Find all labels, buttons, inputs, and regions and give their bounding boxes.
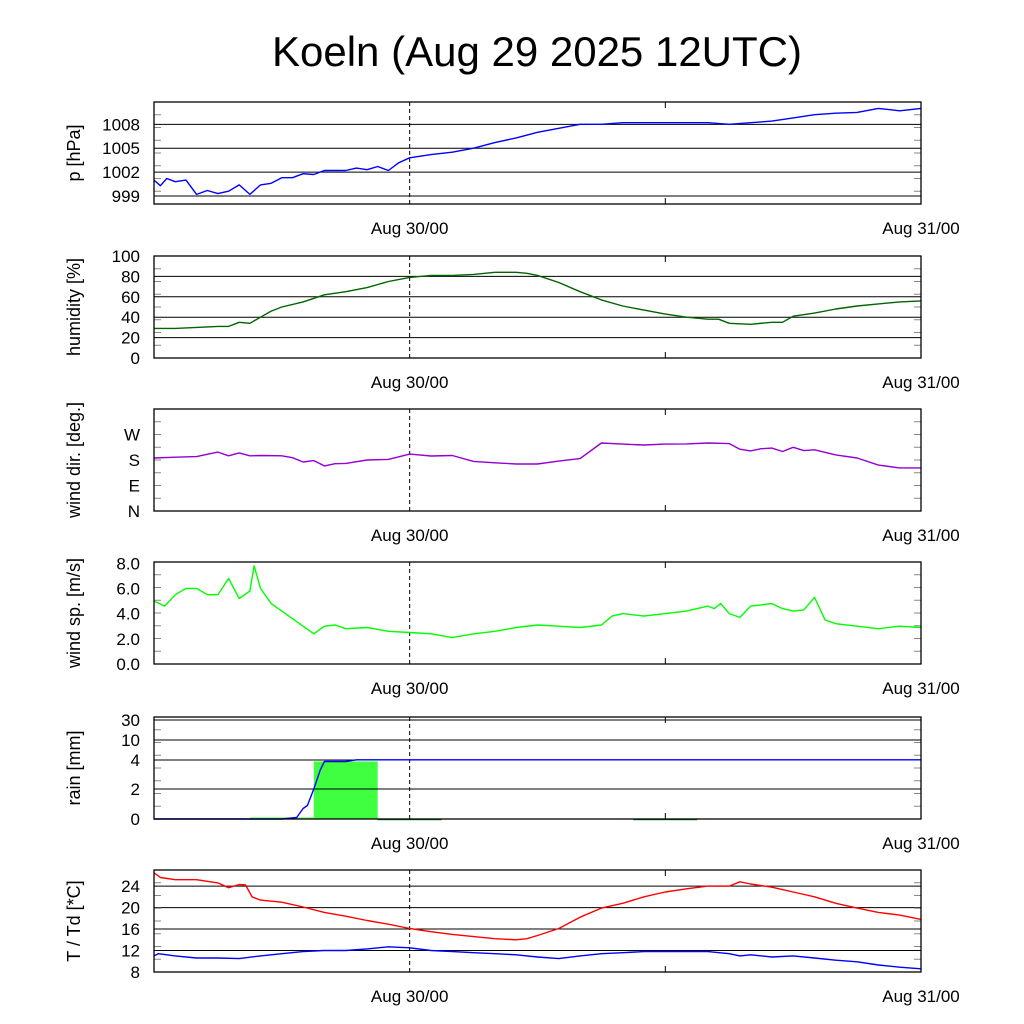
y-tick-label: 80	[121, 267, 140, 286]
wind-direction-line	[153, 442, 921, 469]
temperature-panel: 8 12 16 20 24 T / Td [*C] Aug 30/00 Aug 31/00	[64, 869, 960, 1006]
y-tick-label: 2.0	[116, 630, 140, 649]
rain-bar	[249, 817, 314, 819]
x-tick-label: Aug 31/00	[882, 373, 960, 392]
y-tick-label: 0	[131, 349, 140, 368]
y-tick-label: 8	[131, 963, 140, 982]
x-tick-label: Aug 30/00	[371, 526, 449, 545]
wind-speed-line	[153, 565, 922, 639]
plot-frame	[153, 869, 922, 973]
y-tick-label: 16	[121, 920, 140, 939]
y-tick-label: 0.0	[116, 655, 140, 674]
y-axis-label: p [hPa]	[64, 124, 84, 181]
plot-frame	[153, 561, 922, 665]
x-tick-label: Aug 31/00	[882, 987, 960, 1006]
y-tick-label: 20	[121, 899, 140, 918]
y-axis-label: humidity [%]	[64, 258, 84, 356]
rain-bar	[313, 761, 378, 819]
y-tick-label: E	[129, 477, 140, 496]
y-tick-label: 100	[112, 247, 140, 266]
y-tick-label: 20	[121, 329, 140, 348]
y-tick-label: 999	[112, 187, 140, 206]
y-tick-label: 1005	[102, 139, 140, 158]
x-tick-label: Aug 30/00	[371, 679, 449, 698]
y-tick-label: 8.0	[116, 554, 140, 573]
y-tick-label: 6.0	[116, 579, 140, 598]
plot-frame	[153, 255, 922, 359]
x-tick-label: Aug 31/00	[882, 834, 960, 853]
y-tick-label: 4	[131, 751, 140, 770]
x-tick-label: Aug 31/00	[882, 526, 960, 545]
y-axis-label: rain [mm]	[64, 730, 84, 805]
y-tick-label: 10	[121, 731, 140, 750]
y-tick-label: 60	[121, 288, 140, 307]
y-tick-label: W	[124, 426, 140, 445]
y-tick-label: 12	[121, 942, 140, 961]
x-tick-label: Aug 30/00	[371, 373, 449, 392]
y-tick-label: 40	[121, 308, 140, 327]
temperature-line	[153, 872, 922, 941]
y-axis-label: wind dir. [deg.]	[64, 402, 84, 519]
y-tick-label: 1002	[102, 163, 140, 182]
chart-title: Koeln (Aug 29 2025 12UTC)	[272, 28, 802, 75]
x-tick-label: Aug 31/00	[882, 219, 960, 238]
pressure-panel: 999 1002 1005 1008 p [hPa] Aug 30/00 Aug 31/00	[64, 101, 960, 238]
y-axis-label: T / Td [*C]	[64, 880, 84, 961]
plot-frame	[153, 408, 922, 512]
y-tick-label: 24	[121, 877, 140, 896]
wind-speed-panel: 0.0 2.0 4.0 6.0 8.0 wind sp. [m/s] Aug 30/00 Au…	[64, 554, 960, 698]
dew-point-line	[153, 946, 922, 970]
y-tick-label: 30	[121, 711, 140, 730]
x-tick-label: Aug 30/00	[371, 834, 449, 853]
accumulated-rain-line	[154, 759, 921, 820]
x-tick-label: Aug 30/00	[371, 219, 449, 238]
x-tick-label: Aug 31/00	[882, 679, 960, 698]
y-tick-label: N	[128, 502, 140, 521]
y-tick-label: 1008	[102, 115, 140, 134]
y-tick-label: 4.0	[116, 605, 140, 624]
y-tick-label: S	[129, 451, 140, 470]
pressure-line	[153, 107, 922, 196]
plot-frame	[153, 716, 922, 820]
y-tick-label: 2	[131, 780, 140, 799]
x-tick-label: Aug 30/00	[371, 987, 449, 1006]
y-tick-label: 0	[131, 810, 140, 829]
plot-frame	[153, 101, 922, 205]
y-axis-label: wind sp. [m/s]	[64, 558, 84, 669]
humidity-line	[154, 271, 922, 330]
